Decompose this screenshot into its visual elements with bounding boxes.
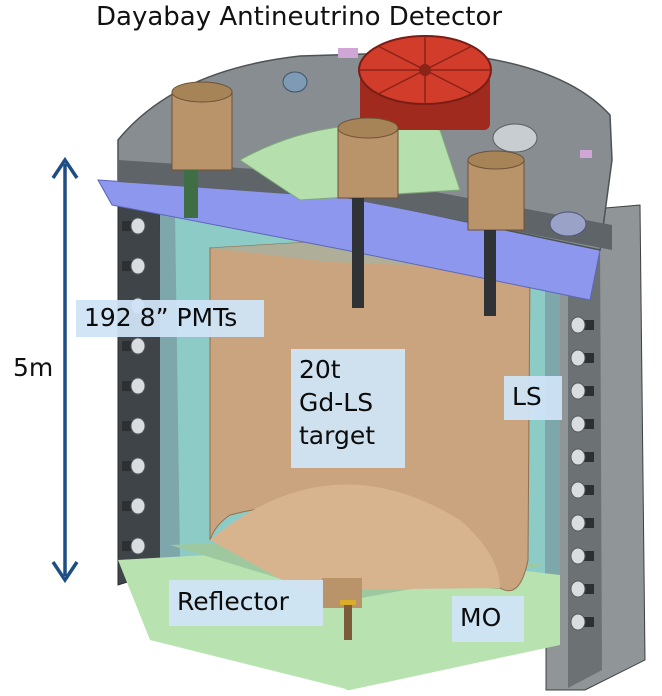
pmt-icon <box>570 448 594 466</box>
pmt-icon <box>122 337 146 355</box>
calibration-unit-center <box>337 117 399 308</box>
pmt-column-left <box>122 217 146 555</box>
target-label: 20t Gd-LS target <box>291 349 405 468</box>
pmt-count-label: 192 8” PMTs <box>76 300 264 337</box>
pmt-icon <box>122 377 146 395</box>
calibration-unit-left <box>171 81 233 218</box>
pmt-icon <box>122 537 146 555</box>
ls-label: LS <box>504 376 562 420</box>
pmt-icon <box>122 217 146 235</box>
pmt-icon <box>570 316 594 334</box>
bottom-support <box>322 578 362 640</box>
pmt-column-right <box>570 316 594 631</box>
diagram-title: Dayabay Antineutrino Detector <box>96 2 503 32</box>
pmt-icon <box>122 257 146 275</box>
overflow-tank <box>358 35 492 130</box>
pmt-icon <box>570 580 594 598</box>
lid-small-flanges <box>282 48 592 237</box>
lid-front-face <box>118 160 612 250</box>
pmt-icon <box>122 457 146 475</box>
pmt-icon <box>570 349 594 367</box>
pmt-icon <box>570 481 594 499</box>
pmt-icon <box>570 382 594 400</box>
height-double-arrow-icon <box>51 156 79 584</box>
reflector-label: Reflector <box>169 580 323 626</box>
pmt-icon <box>122 417 146 435</box>
pmt-icon <box>570 415 594 433</box>
height-dimension-label: 5m <box>13 353 54 382</box>
inner-vessel-bottom <box>210 484 500 590</box>
pmt-icon <box>570 613 594 631</box>
mo-label: MO <box>452 596 524 642</box>
pmt-icon <box>570 514 594 532</box>
calibration-unit-right <box>467 150 525 316</box>
pmt-icon <box>122 497 146 515</box>
pmt-icon <box>570 547 594 565</box>
